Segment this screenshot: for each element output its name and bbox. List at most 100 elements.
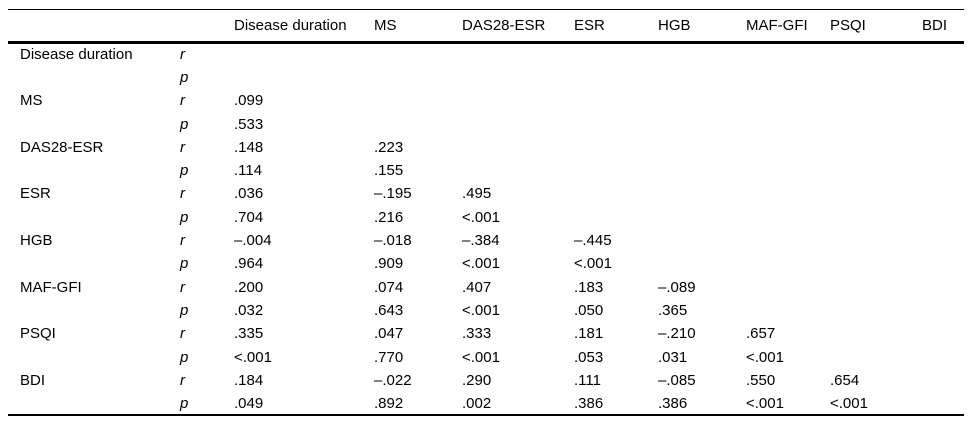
value-cell: .155 xyxy=(374,162,404,180)
value-cell xyxy=(654,136,742,159)
value-cell: .654 xyxy=(830,371,860,389)
value-cell xyxy=(918,112,964,135)
value-cell xyxy=(918,206,964,229)
value-cell: –.022 xyxy=(374,371,412,389)
value-cell xyxy=(742,159,826,182)
table-body: Disease duration r p MS r .099 p .533 DAS28-ESR r… xyxy=(8,43,964,416)
column-header-das28-esr: DAS28-ESR xyxy=(462,17,546,34)
row-label xyxy=(8,252,176,275)
value-cell: .335 xyxy=(234,325,264,343)
value-cell xyxy=(918,66,964,89)
value-cell xyxy=(742,252,826,275)
correlation-table: Disease duration MS DAS28-ESR ESR HGB MAF-GFI… xyxy=(8,9,964,417)
value-cell xyxy=(742,299,826,322)
table-row: p .049 .892 .002 .386 .386 <.001 <.001 xyxy=(8,392,964,415)
value-cell xyxy=(370,112,458,135)
value-cell: .114 xyxy=(234,162,263,180)
value-cell: –.089 xyxy=(658,278,696,296)
value-cell: –.085 xyxy=(658,371,696,389)
table-row: DAS28-ESR r .148 .223 xyxy=(8,136,964,159)
value-cell: –.445 xyxy=(574,232,612,250)
table-row: p xyxy=(8,66,964,89)
column-header-hgb: HGB xyxy=(658,17,691,34)
value-cell xyxy=(918,43,964,66)
value-cell: <.001 xyxy=(830,394,868,412)
value-cell xyxy=(458,136,570,159)
correlation-table-page: Disease duration MS DAS28-ESR ESR HGB MAF-GFI… xyxy=(0,9,972,430)
value-cell xyxy=(918,159,964,182)
value-cell: .183 xyxy=(574,278,604,296)
row-label xyxy=(8,206,176,229)
value-cell: –.210 xyxy=(658,325,696,343)
value-cell xyxy=(370,43,458,66)
value-cell xyxy=(918,322,964,345)
value-cell: .181 xyxy=(574,325,604,343)
table-row: BDI r .184 –.022 .290 .111 –.085 .550 .654 xyxy=(8,369,964,392)
header-row: Disease duration MS DAS28-ESR ESR HGB MAF-GFI… xyxy=(8,10,964,43)
value-cell xyxy=(826,345,918,368)
row-label: MS xyxy=(20,92,43,110)
stat-label-p: p xyxy=(180,255,189,273)
table-row: MS r .099 xyxy=(8,89,964,112)
value-cell xyxy=(458,89,570,112)
value-cell: .074 xyxy=(374,278,404,296)
value-cell: .533 xyxy=(234,115,264,133)
value-cell xyxy=(826,66,918,89)
row-label xyxy=(8,345,176,368)
value-cell: .333 xyxy=(462,325,492,343)
value-cell xyxy=(458,43,570,66)
value-cell xyxy=(918,299,964,322)
table-row: HGB r –.004 –.018 –.384 –.445 xyxy=(8,229,964,252)
value-cell: .386 xyxy=(658,394,688,412)
value-cell xyxy=(654,252,742,275)
column-header-maf-gfi: MAF-GFI xyxy=(746,17,808,34)
column-header-esr: ESR xyxy=(574,17,605,34)
table-row: MAF-GFI r .200 .074 .407 .183 –.089 xyxy=(8,275,964,298)
value-cell xyxy=(570,159,654,182)
stat-label-r: r xyxy=(180,232,185,250)
value-cell: .909 xyxy=(374,255,404,273)
value-cell: .031 xyxy=(658,348,688,366)
value-cell: .032 xyxy=(234,301,264,319)
value-cell xyxy=(826,322,918,345)
value-cell: .964 xyxy=(234,255,264,273)
value-cell: .184 xyxy=(234,371,264,389)
value-cell: –.018 xyxy=(374,232,412,250)
value-cell xyxy=(918,252,964,275)
value-cell: .770 xyxy=(374,348,404,366)
table-row: Disease duration r xyxy=(8,43,964,66)
value-cell xyxy=(918,182,964,205)
value-cell: <.001 xyxy=(462,348,500,366)
stat-label-p: p xyxy=(180,162,189,180)
value-cell: <.001 xyxy=(462,301,500,319)
row-label: HGB xyxy=(20,232,53,250)
value-cell xyxy=(826,89,918,112)
value-cell xyxy=(918,392,964,415)
table-row: PSQI r .335 .047 .333 .181 –.210 .657 xyxy=(8,322,964,345)
value-cell: .223 xyxy=(374,138,404,156)
stat-label-p: p xyxy=(180,68,189,86)
value-cell xyxy=(370,66,458,89)
value-cell: .148 xyxy=(234,138,264,156)
column-header-empty xyxy=(176,10,230,43)
row-label: PSQI xyxy=(20,325,56,343)
value-cell xyxy=(826,275,918,298)
value-cell xyxy=(826,182,918,205)
table-row: p .114 .155 xyxy=(8,159,964,182)
value-cell: <.001 xyxy=(462,208,500,226)
value-cell xyxy=(230,43,370,66)
value-cell: .002 xyxy=(462,394,492,412)
column-header-ms: MS xyxy=(374,17,397,34)
value-cell xyxy=(826,159,918,182)
value-cell: –.195 xyxy=(374,185,412,203)
value-cell: –.384 xyxy=(462,232,500,250)
stat-label-r: r xyxy=(180,278,185,296)
row-label: MAF-GFI xyxy=(20,278,82,296)
row-label: BDI xyxy=(20,371,46,389)
row-label xyxy=(8,299,176,322)
table-row: p .704 .216 <.001 xyxy=(8,206,964,229)
value-cell: .704 xyxy=(234,208,264,226)
value-cell: –.004 xyxy=(234,232,272,250)
value-cell xyxy=(654,43,742,66)
value-cell xyxy=(654,112,742,135)
